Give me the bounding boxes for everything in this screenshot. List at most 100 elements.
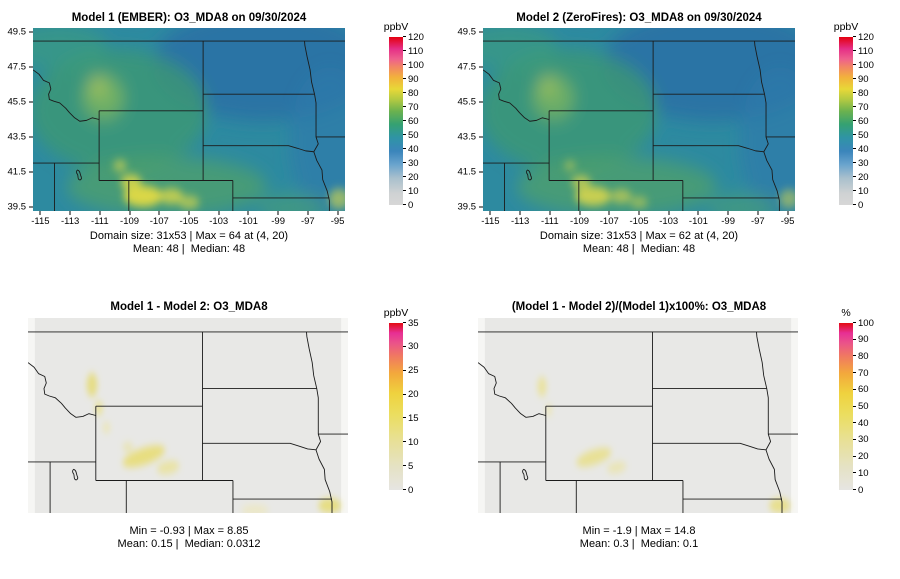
panel-percent-difference: (Model 1 - Model 2)/(Model 1)x100%: O3_M… <box>450 289 900 578</box>
colorbar-tick-mark <box>853 472 856 474</box>
x-tick-label: -97 <box>300 216 315 227</box>
colorbar-tick-mark <box>853 120 856 121</box>
y-tick-label: 47.5 <box>457 61 477 73</box>
edge-strip-right <box>791 318 798 513</box>
x-tick-mark <box>519 211 521 215</box>
y-tick-mark <box>479 206 483 208</box>
colorbar-ticks: 0 10 20 30 40 50 60 70 80 90 100 110 120 <box>839 32 874 209</box>
colorbar: ppbV 0 10 20 30 40 50 60 70 80 90 100 110 120 <box>384 21 424 209</box>
colorbar-tick-mark <box>403 106 406 107</box>
x-tick-label: -99 <box>271 216 286 227</box>
colorbar-tick-label: 30 <box>408 341 419 353</box>
colorbar-tick-label: 60 <box>858 115 869 127</box>
y-tick-label: 43.5 <box>7 131 27 143</box>
x-tick-label: -109 <box>120 216 140 227</box>
x-tick-label: -113 <box>60 216 80 227</box>
raster-field <box>483 28 795 211</box>
colorbar-tick-mark <box>853 355 856 357</box>
y-tick-label: 45.5 <box>7 96 27 108</box>
y-tick-label: 39.5 <box>457 200 477 212</box>
colorbar-unit-label: ppbV <box>833 21 859 33</box>
y-tick-label: 47.5 <box>7 61 27 73</box>
colorbar-tick-label: 0 <box>408 484 414 496</box>
difference-hotspots <box>86 372 342 513</box>
y-tick-mark <box>479 171 483 173</box>
colorbar-tick-label: 10 <box>408 436 419 448</box>
x-tick-mark <box>727 211 729 215</box>
y-tick-mark <box>29 206 33 208</box>
colorbar-tick-label: 80 <box>858 87 869 99</box>
colorbar-tick-label: 20 <box>858 450 869 462</box>
map-difference <box>28 318 348 513</box>
colorbar-tick-label: 5 <box>408 460 414 472</box>
stats-caption-line2: Mean: 0.15 | Median: 0.0312 <box>117 538 261 550</box>
colorbar-ticks: 0 10 20 30 40 50 60 70 80 90 100 <box>839 318 874 494</box>
colorbar-tick-mark <box>403 417 406 419</box>
x-tick-mark <box>307 211 309 215</box>
stats-caption-line2: Mean: 48 | Median: 48 <box>132 243 246 255</box>
colorbar-tick-label: 10 <box>858 185 869 197</box>
x-tick-mark <box>39 211 41 215</box>
colorbar-tick-mark <box>403 441 406 443</box>
x-tick-label: -111 <box>91 216 109 227</box>
colorbar-tick-label: 110 <box>858 45 874 57</box>
colorbar-tick-mark <box>853 162 856 163</box>
colorbar-ticks: 0 5 10 15 20 25 30 35 <box>389 318 419 494</box>
x-tick-mark <box>188 211 190 215</box>
colorbar-tick-label: 70 <box>408 101 419 113</box>
colorbar-tick-label: 100 <box>858 59 874 71</box>
colorbar-tick-mark <box>853 64 856 65</box>
y-tick-mark <box>29 31 33 33</box>
y-tick-mark <box>29 101 33 103</box>
colorbar-tick-label: 0 <box>408 199 414 211</box>
colorbar-tick-label: 100 <box>858 317 874 329</box>
y-axis: 39.5 41.5 43.5 45.5 47.5 49.5 <box>2 28 33 211</box>
colorbar-unit-label: % <box>841 307 851 319</box>
x-tick-mark <box>247 211 249 215</box>
x-tick-label: -105 <box>179 216 199 227</box>
y-tick-label: 49.5 <box>457 26 477 38</box>
colorbar-ticks: 0 10 20 30 40 50 60 70 80 90 100 110 120 <box>389 32 424 209</box>
y-tick-mark <box>29 66 33 68</box>
difference-hotspots <box>537 376 791 513</box>
colorbar-tick-mark <box>853 78 856 79</box>
ozone-hotspots <box>113 159 345 210</box>
colorbar-tick-mark <box>403 120 406 121</box>
colorbar-gradient <box>839 323 853 490</box>
colorbar-tick-label: 0 <box>858 199 864 211</box>
colorbar-tick-label: 110 <box>408 45 424 57</box>
edge-strip-left <box>478 318 485 513</box>
colorbar-tick-label: 30 <box>858 157 869 169</box>
x-axis: -115 -113 -111 -109 -107 -105 -103 -101 -99 -97 -9… <box>31 211 345 229</box>
colorbar-tick-mark <box>853 36 856 37</box>
colorbar-tick-label: 100 <box>408 59 424 71</box>
x-tick-label: -101 <box>238 216 258 227</box>
colorbar-tick-label: 70 <box>858 367 869 379</box>
colorbar-tick-mark <box>403 465 406 467</box>
colorbar-tick-label: 90 <box>858 73 869 85</box>
colorbar: ppbV 0 10 20 30 40 50 60 70 80 90 100 110 120 <box>834 21 874 209</box>
panel-difference: Model 1 - Model 2: O3_MDA8 ppbV 0 5 10 15 20… <box>0 289 450 578</box>
colorbar-tick-mark <box>403 176 406 177</box>
x-tick-mark <box>337 211 339 215</box>
stats-caption-line1: Min = -0.93 | Max = 8.85 <box>129 525 249 537</box>
colorbar-tick-label: 30 <box>858 434 869 446</box>
edge-strip-right <box>341 318 348 513</box>
x-tick-mark <box>668 211 670 215</box>
stats-caption-line1: Domain size: 31x53 | Max = 62 at (4, 20) <box>539 230 739 242</box>
panel-title: Model 2 (ZeroFires): O3_MDA8 on 09/30/20… <box>516 12 762 24</box>
x-tick-label: -111 <box>541 216 559 227</box>
colorbar-tick-mark <box>403 64 406 65</box>
colorbar-tick-label: 120 <box>858 31 874 43</box>
x-tick-mark <box>579 211 581 215</box>
x-tick-mark <box>608 211 610 215</box>
colorbar-tick-mark <box>853 50 856 51</box>
y-axis: 39.5 41.5 43.5 45.5 47.5 49.5 <box>452 28 483 211</box>
colorbar-tick-mark <box>853 190 856 191</box>
colorbar-tick-mark <box>403 369 406 371</box>
colorbar: % 0 10 20 30 40 50 60 70 80 90 100 <box>839 307 874 494</box>
colorbar-tick-mark <box>853 372 856 374</box>
x-axis: -115 -113 -111 -109 -107 -105 -103 -101 -99 -97 -9… <box>481 211 795 229</box>
y-tick-mark <box>29 171 33 173</box>
